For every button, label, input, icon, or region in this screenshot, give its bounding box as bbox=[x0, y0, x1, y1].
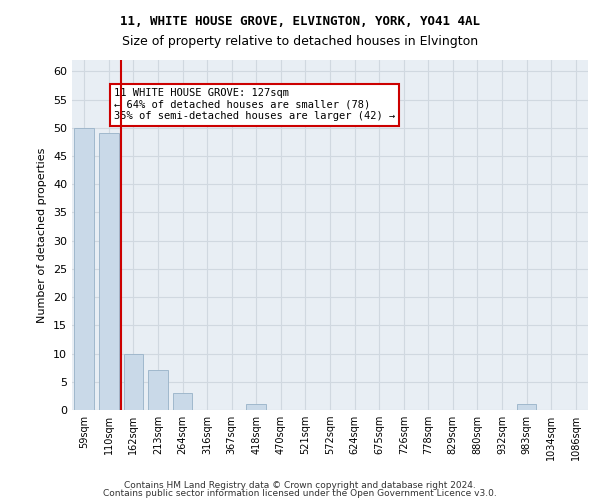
Text: 11, WHITE HOUSE GROVE, ELVINGTON, YORK, YO41 4AL: 11, WHITE HOUSE GROVE, ELVINGTON, YORK, … bbox=[120, 15, 480, 28]
Y-axis label: Number of detached properties: Number of detached properties bbox=[37, 148, 47, 322]
Text: 11 WHITE HOUSE GROVE: 127sqm
← 64% of detached houses are smaller (78)
35% of se: 11 WHITE HOUSE GROVE: 127sqm ← 64% of de… bbox=[114, 88, 395, 122]
Bar bbox=[124, 354, 143, 410]
Text: Size of property relative to detached houses in Elvington: Size of property relative to detached ho… bbox=[122, 35, 478, 48]
Text: Contains HM Land Registry data © Crown copyright and database right 2024.: Contains HM Land Registry data © Crown c… bbox=[124, 481, 476, 490]
Text: Contains public sector information licensed under the Open Government Licence v3: Contains public sector information licen… bbox=[103, 488, 497, 498]
Bar bbox=[99, 134, 119, 410]
Bar bbox=[148, 370, 168, 410]
Bar bbox=[173, 393, 193, 410]
Bar bbox=[74, 128, 94, 410]
Bar bbox=[247, 404, 266, 410]
Bar bbox=[517, 404, 536, 410]
